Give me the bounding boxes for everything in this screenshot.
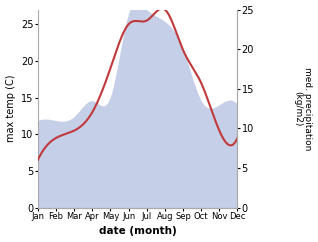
Y-axis label: max temp (C): max temp (C) xyxy=(5,75,16,142)
X-axis label: date (month): date (month) xyxy=(99,227,176,236)
Y-axis label: med. precipitation
(kg/m2): med. precipitation (kg/m2) xyxy=(293,67,313,150)
